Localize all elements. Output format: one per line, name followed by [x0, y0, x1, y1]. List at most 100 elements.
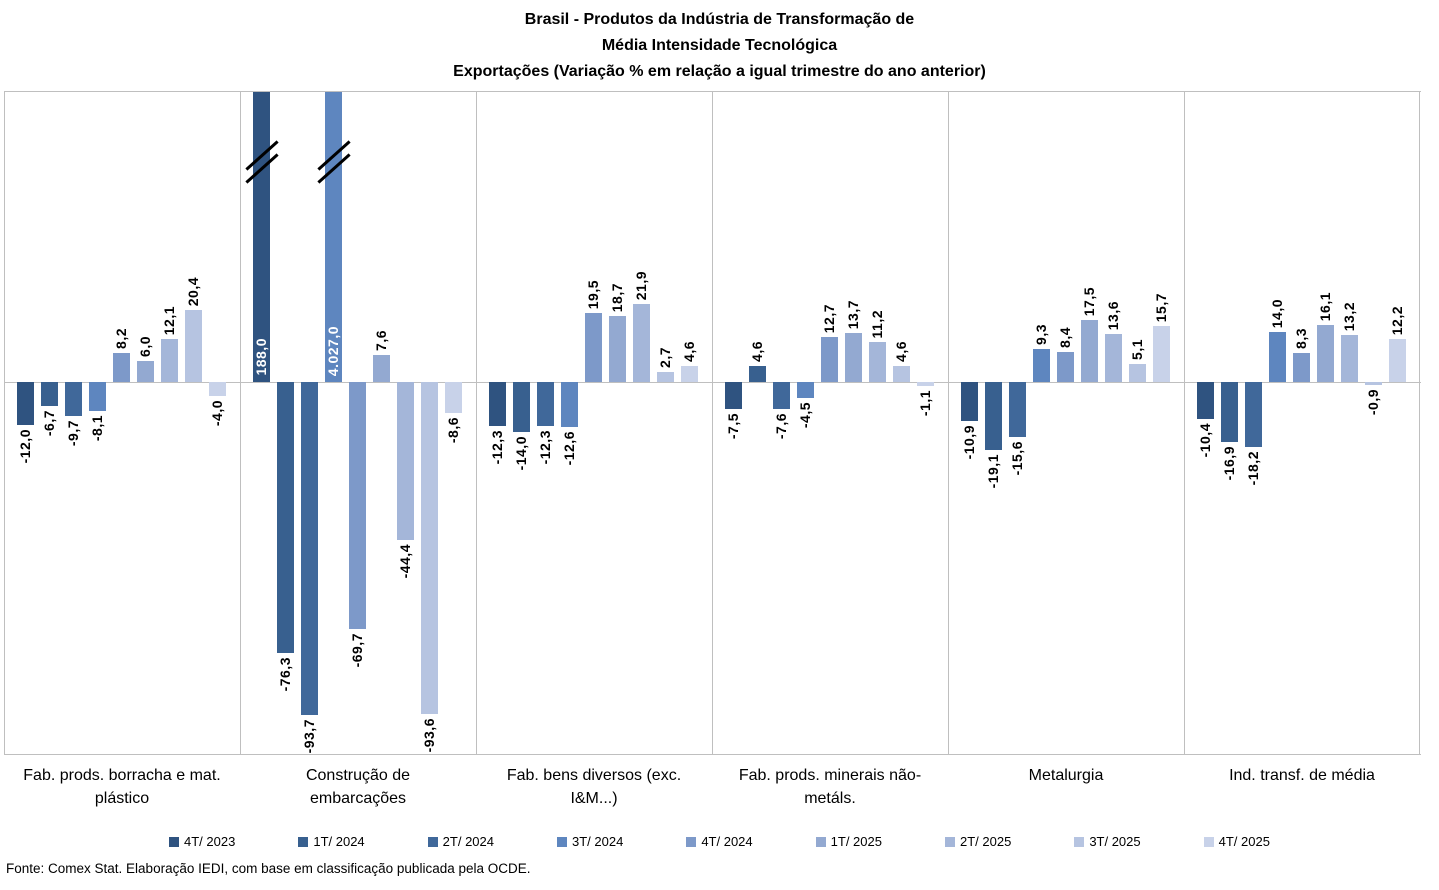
bar: [185, 310, 202, 382]
bar: [373, 355, 390, 382]
bar: [1153, 326, 1170, 382]
bar-value-label: 8,4: [1056, 327, 1073, 348]
bar: [869, 342, 886, 382]
bar: [1129, 364, 1146, 382]
bar: [657, 372, 674, 382]
category-panel: -10,9 -19,1 -15,6 9,3 8,4 17,5 13,6 5,1 15,7: [948, 92, 1184, 754]
bar: [1269, 332, 1286, 382]
bar: [681, 366, 698, 382]
legend-label: 4T/ 2025: [1218, 834, 1270, 849]
legend-label: 3T/ 2025: [1089, 834, 1141, 849]
legend-label: 2T/ 2025: [959, 834, 1012, 849]
bar-value-label: -12,6: [560, 431, 577, 466]
bar-value-label: -19,1: [984, 454, 1001, 489]
bar-value-label: 18,7: [608, 282, 625, 312]
category-panel: -12,3 -14,0 -12,3 -12,6 19,5 18,7 21,9 2,7 4,6: [476, 92, 712, 754]
bar-value-label: 21,9: [632, 270, 649, 300]
bar-value-label: 5,1: [1128, 339, 1145, 360]
bar-value-label: 4,6: [892, 341, 909, 362]
plot-area: -12,0 -6,7 -9,7 -8,1 8,2 6,0 12,1 20,4 -4,0 188,0…: [4, 91, 1421, 755]
bar-value-label: 19,5: [584, 279, 601, 309]
legend-item: 3T/ 2025: [1074, 834, 1141, 849]
bar: [1365, 382, 1382, 385]
bar-value-label: 13,6: [1104, 300, 1121, 330]
bar: [1057, 352, 1074, 382]
bar-value-label: -0,9: [1364, 389, 1381, 416]
bar-value-label: -1,1: [916, 390, 933, 417]
bar-value-label: -10,9: [960, 425, 977, 460]
bar-value-label: 13,7: [844, 299, 861, 329]
bar: [1317, 325, 1334, 382]
bar-value-label: -76,3: [276, 657, 293, 692]
bar: [561, 382, 578, 427]
bar: [17, 382, 34, 425]
bar-value-label: 7,6: [372, 330, 389, 351]
bar-value-label: 8,3: [1292, 328, 1309, 349]
bar: [209, 382, 226, 396]
bar: [161, 339, 178, 382]
bar-value-label: -8,6: [444, 417, 461, 444]
bar-value-label: -7,5: [724, 413, 741, 440]
bar-value-label: -8,1: [88, 415, 105, 442]
bar: [845, 333, 862, 382]
category-label: Fab. prods. minerais não-metáls.: [738, 767, 922, 807]
bar-value-label: -9,7: [64, 420, 81, 447]
chart-title: Brasil - Produtos da Indústria de Transf…: [0, 7, 1439, 85]
bar-value-label: 15,7: [1152, 292, 1169, 322]
chart-title-line2: Média Intensidade Tecnológica: [601, 37, 838, 54]
bar-value-label: 12,7: [820, 303, 837, 333]
bar: [609, 316, 626, 382]
bar-value-label: 4.027,0: [324, 325, 341, 376]
bar: [725, 382, 742, 409]
legend-swatch-icon: [557, 836, 567, 847]
bar-value-label: 12,2: [1388, 305, 1405, 335]
bar: [1293, 353, 1310, 382]
category-label: Construção de embarcações: [305, 767, 411, 807]
bar: [489, 382, 506, 426]
bar-value-label: 14,0: [1268, 298, 1285, 328]
bar: [917, 382, 934, 386]
legend-label: 4T/ 2024: [701, 834, 753, 849]
bar: [421, 382, 438, 714]
bar: [513, 382, 530, 432]
bar-value-label: -12,3: [488, 430, 505, 465]
category-panel: -10,4 -16,9 -18,2 14,0 8,3 16,1 13,2 -0,9 12,2: [1184, 92, 1420, 754]
bar: [1389, 339, 1406, 382]
bar-value-label: -16,9: [1220, 446, 1237, 481]
legend-swatch-icon: [944, 836, 955, 847]
bar: [893, 366, 910, 382]
bar-value-label: 13,2: [1340, 301, 1357, 331]
bar: [797, 382, 814, 398]
source-note: Fonte: Comex Stat. Elaboração IEDI, com …: [6, 861, 531, 876]
bar: [961, 382, 978, 421]
bar-value-label: -93,6: [420, 718, 437, 753]
legend-item: 1T/ 2025: [815, 834, 882, 849]
category-panel: -12,0 -6,7 -9,7 -8,1 8,2 6,0 12,1 20,4 -4,0: [4, 92, 240, 754]
legend-label: 2T/ 2024: [442, 834, 494, 849]
bar-value-label: -15,6: [1008, 441, 1025, 476]
bar-value-label: 12,1: [160, 305, 177, 335]
category-label: Fab. bens diversos (exc. I&M...): [506, 767, 682, 807]
legend-label: 1T/ 2024: [313, 834, 365, 849]
legend-label: 1T/ 2025: [830, 834, 882, 849]
bar: [985, 382, 1002, 450]
bar-value-label: 8,2: [112, 328, 129, 349]
bar: [537, 382, 554, 426]
bar-value-label: -44,4: [396, 544, 413, 579]
bar-value-label: -18,2: [1244, 451, 1261, 486]
bar: [349, 382, 366, 629]
legend-item: 2T/ 2025: [944, 834, 1012, 849]
category-panel: 188,0 -76,3 -93,7 4.027,0 -69,7 7,6 -44,4 -93,6…: [240, 92, 476, 754]
bar: [1105, 334, 1122, 382]
legend-item: 1T/ 2024: [298, 834, 365, 849]
bar-value-label: 20,4: [184, 276, 201, 306]
legend-item: 2T/ 2024: [427, 834, 494, 849]
legend-swatch-icon: [1074, 836, 1085, 847]
bar-value-label: -4,5: [796, 402, 813, 429]
category-label: Fab. prods. borracha e mat. plástico: [23, 767, 221, 807]
legend-label: 4T/ 2023: [184, 834, 236, 849]
bar-value-label: 17,5: [1080, 286, 1097, 316]
legend-swatch-icon: [1203, 836, 1214, 847]
legend-item: 4T/ 2025: [1203, 834, 1270, 849]
